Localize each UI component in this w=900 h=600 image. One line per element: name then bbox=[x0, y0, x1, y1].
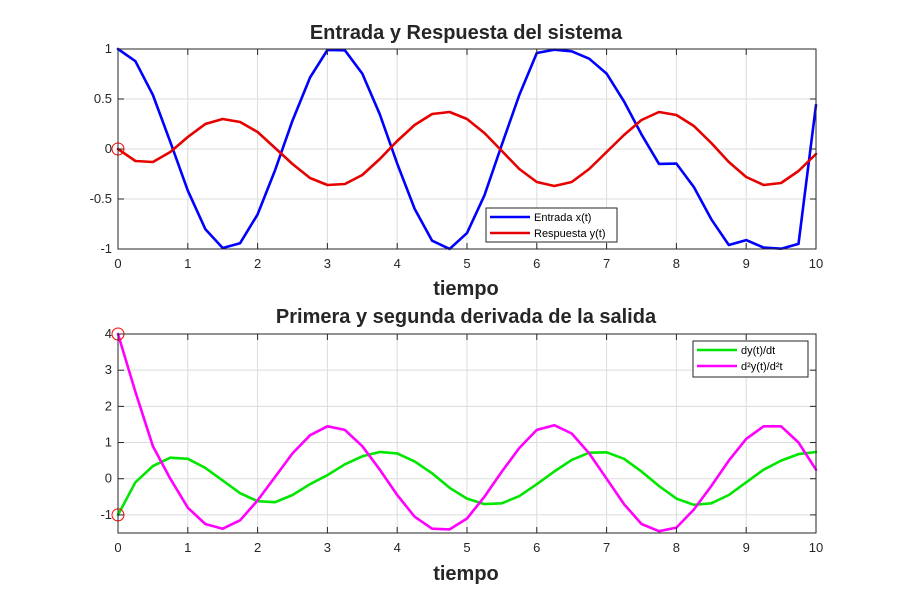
bottom-xtick-label: 5 bbox=[463, 540, 470, 555]
bottom-series-line-1 bbox=[116, 450, 818, 517]
top-series-line-2 bbox=[116, 110, 818, 188]
top-xtick-label: 4 bbox=[394, 256, 401, 271]
top-xtick-label: 7 bbox=[603, 256, 610, 271]
top-ytick-label: 0 bbox=[105, 141, 112, 156]
bottom-xtick-label: 3 bbox=[324, 540, 331, 555]
bottom-xtick-label: 0 bbox=[114, 540, 121, 555]
bottom-xtick-label: 1 bbox=[184, 540, 191, 555]
bottom-legend-label: d²y(t)/d²t bbox=[741, 361, 783, 373]
top-chart-xlabel: tiempo bbox=[433, 278, 499, 300]
top-xtick-label: 6 bbox=[533, 256, 540, 271]
top-xtick-label: 3 bbox=[324, 256, 331, 271]
top-ytick-label: -0.5 bbox=[90, 191, 112, 206]
top-xtick-label: 2 bbox=[254, 256, 261, 271]
top-xtick-label: 9 bbox=[743, 256, 750, 271]
bottom-ytick-label: 2 bbox=[105, 398, 112, 413]
bottom-xtick-label: 9 bbox=[743, 540, 750, 555]
top-ytick-label: 1 bbox=[105, 41, 112, 56]
bottom-xtick-label: 2 bbox=[254, 540, 261, 555]
top-chart-title: Entrada y Respuesta del sistema bbox=[310, 22, 623, 44]
top-ytick-label: 0.5 bbox=[94, 91, 112, 106]
axes-top: Entrada y Respuesta del sistema tiempo 0… bbox=[90, 22, 824, 300]
top-legend-label: Respuesta y(t) bbox=[534, 228, 606, 240]
bottom-xtick-label: 6 bbox=[533, 540, 540, 555]
bottom-xtick-label: 10 bbox=[809, 540, 823, 555]
top-xtick-label: 10 bbox=[809, 256, 823, 271]
bottom-legend-label: dy(t)/dt bbox=[741, 345, 775, 357]
bottom-xtick-label: 8 bbox=[673, 540, 680, 555]
top-xtick-label: 8 bbox=[673, 256, 680, 271]
top-series-line-1 bbox=[116, 47, 818, 251]
top-xtick-label: 1 bbox=[184, 256, 191, 271]
top-ytick-label: -1 bbox=[100, 241, 112, 256]
bottom-legend-box bbox=[692, 340, 809, 378]
bottom-ytick-label: 3 bbox=[105, 362, 112, 377]
bottom-ytick-label: 0 bbox=[105, 471, 112, 486]
bottom-ytick-label: 4 bbox=[105, 326, 112, 341]
top-legend: Entrada x(t) Respuesta y(t) bbox=[485, 207, 618, 243]
bottom-ytick-label: -1 bbox=[100, 507, 112, 522]
top-xtick-label: 0 bbox=[114, 256, 121, 271]
bottom-xtick-label: 7 bbox=[603, 540, 610, 555]
top-legend-box bbox=[485, 207, 618, 243]
bottom-chart-title: Primera y segunda derivada de la salida bbox=[276, 306, 657, 328]
top-legend-label: Entrada x(t) bbox=[534, 212, 591, 224]
bottom-chart-xlabel: tiempo bbox=[433, 563, 499, 585]
bottom-legend: dy(t)/dt d²y(t)/d²t bbox=[692, 340, 809, 378]
top-xtick-label: 5 bbox=[463, 256, 470, 271]
bottom-xtick-label: 4 bbox=[394, 540, 401, 555]
bottom-ytick-label: 1 bbox=[105, 435, 112, 450]
bottom-series-line-2 bbox=[116, 332, 818, 533]
axes-bottom: Primera y segunda derivada de la salida … bbox=[100, 306, 823, 585]
